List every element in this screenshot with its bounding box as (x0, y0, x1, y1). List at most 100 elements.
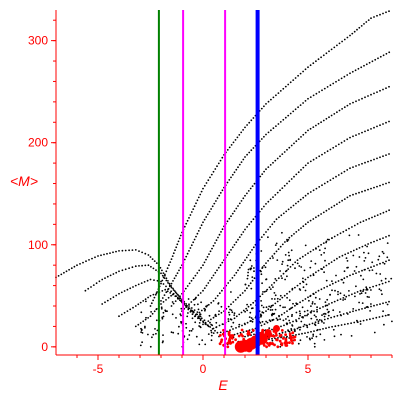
data-point (292, 110, 295, 113)
data-point (227, 318, 230, 320)
data-point (322, 266, 325, 269)
data-point (141, 341, 144, 344)
data-point (336, 44, 338, 47)
data-point (310, 330, 312, 333)
data-point (160, 280, 162, 283)
data-point (199, 318, 202, 320)
data-point (115, 250, 117, 253)
data-point (318, 186, 321, 188)
data-point (302, 70, 304, 73)
data-point (219, 340, 223, 343)
data-point (200, 266, 203, 269)
data-point (346, 260, 349, 262)
data-point (361, 190, 363, 193)
data-point (324, 247, 326, 250)
data-point (367, 129, 369, 132)
data-point (299, 257, 301, 260)
data-point (342, 299, 344, 301)
data-point (276, 345, 280, 349)
data-point (140, 282, 143, 284)
data-point (197, 230, 200, 232)
data-point (198, 325, 201, 327)
data-point (318, 298, 321, 300)
data-point (314, 296, 317, 299)
data-point (230, 291, 232, 293)
data-point (238, 323, 241, 326)
data-point (334, 289, 336, 292)
data-point (270, 129, 272, 132)
data-point (204, 343, 207, 346)
data-point (247, 284, 250, 287)
data-point (274, 159, 277, 162)
data-point (173, 277, 176, 280)
data-point (209, 250, 212, 253)
data-point (331, 282, 334, 285)
data-point (179, 266, 182, 269)
data-point (212, 327, 215, 330)
data-point (210, 173, 213, 176)
data-point (327, 314, 330, 317)
data-point (238, 236, 241, 239)
data-point (385, 154, 387, 157)
data-point (343, 38, 346, 41)
data-point (100, 254, 102, 257)
data-point (333, 113, 336, 115)
data-point (366, 295, 369, 298)
data-point (147, 264, 150, 267)
data-point (385, 260, 387, 263)
data-point (150, 265, 152, 268)
data-point (231, 246, 234, 249)
data-point (352, 193, 354, 196)
data-point (358, 133, 360, 135)
data-point (351, 226, 353, 228)
data-point (367, 252, 370, 255)
data-point (126, 288, 129, 291)
data-point (218, 292, 221, 295)
data-point (169, 292, 172, 294)
data-point (359, 323, 362, 325)
data-point (118, 270, 120, 273)
data-point (350, 250, 352, 253)
data-point (200, 309, 203, 312)
data-point (261, 320, 264, 323)
data-point (333, 300, 336, 303)
data-point (309, 266, 312, 269)
data-point (210, 208, 213, 210)
data-point (307, 221, 309, 224)
data-point (246, 287, 248, 290)
data-point (259, 322, 262, 324)
data-point (383, 262, 386, 265)
data-point (199, 315, 202, 318)
data-point (356, 291, 359, 293)
data-point (211, 205, 214, 208)
data-point (290, 328, 293, 330)
data-point (315, 124, 317, 127)
data-point (332, 309, 335, 312)
data-point (203, 319, 206, 322)
data-point (244, 126, 246, 129)
data-point (252, 246, 255, 249)
data-point (109, 274, 112, 277)
data-point (352, 310, 354, 313)
data-point (391, 320, 393, 323)
data-point (296, 327, 299, 330)
data-point (274, 244, 277, 247)
data-point (352, 273, 354, 276)
data-point (313, 330, 315, 332)
data-point (346, 169, 349, 171)
data-point (226, 345, 230, 349)
data-point (215, 200, 217, 202)
data-point (295, 334, 297, 336)
data-point (288, 319, 291, 322)
data-point (333, 46, 336, 49)
data-point (381, 282, 384, 285)
data-point (329, 294, 331, 296)
data-point (172, 331, 175, 334)
data-point (147, 333, 149, 336)
data-point (240, 131, 243, 134)
data-point (356, 28, 358, 31)
data-point (203, 184, 206, 187)
data-point (267, 200, 270, 203)
data-point (383, 323, 385, 326)
